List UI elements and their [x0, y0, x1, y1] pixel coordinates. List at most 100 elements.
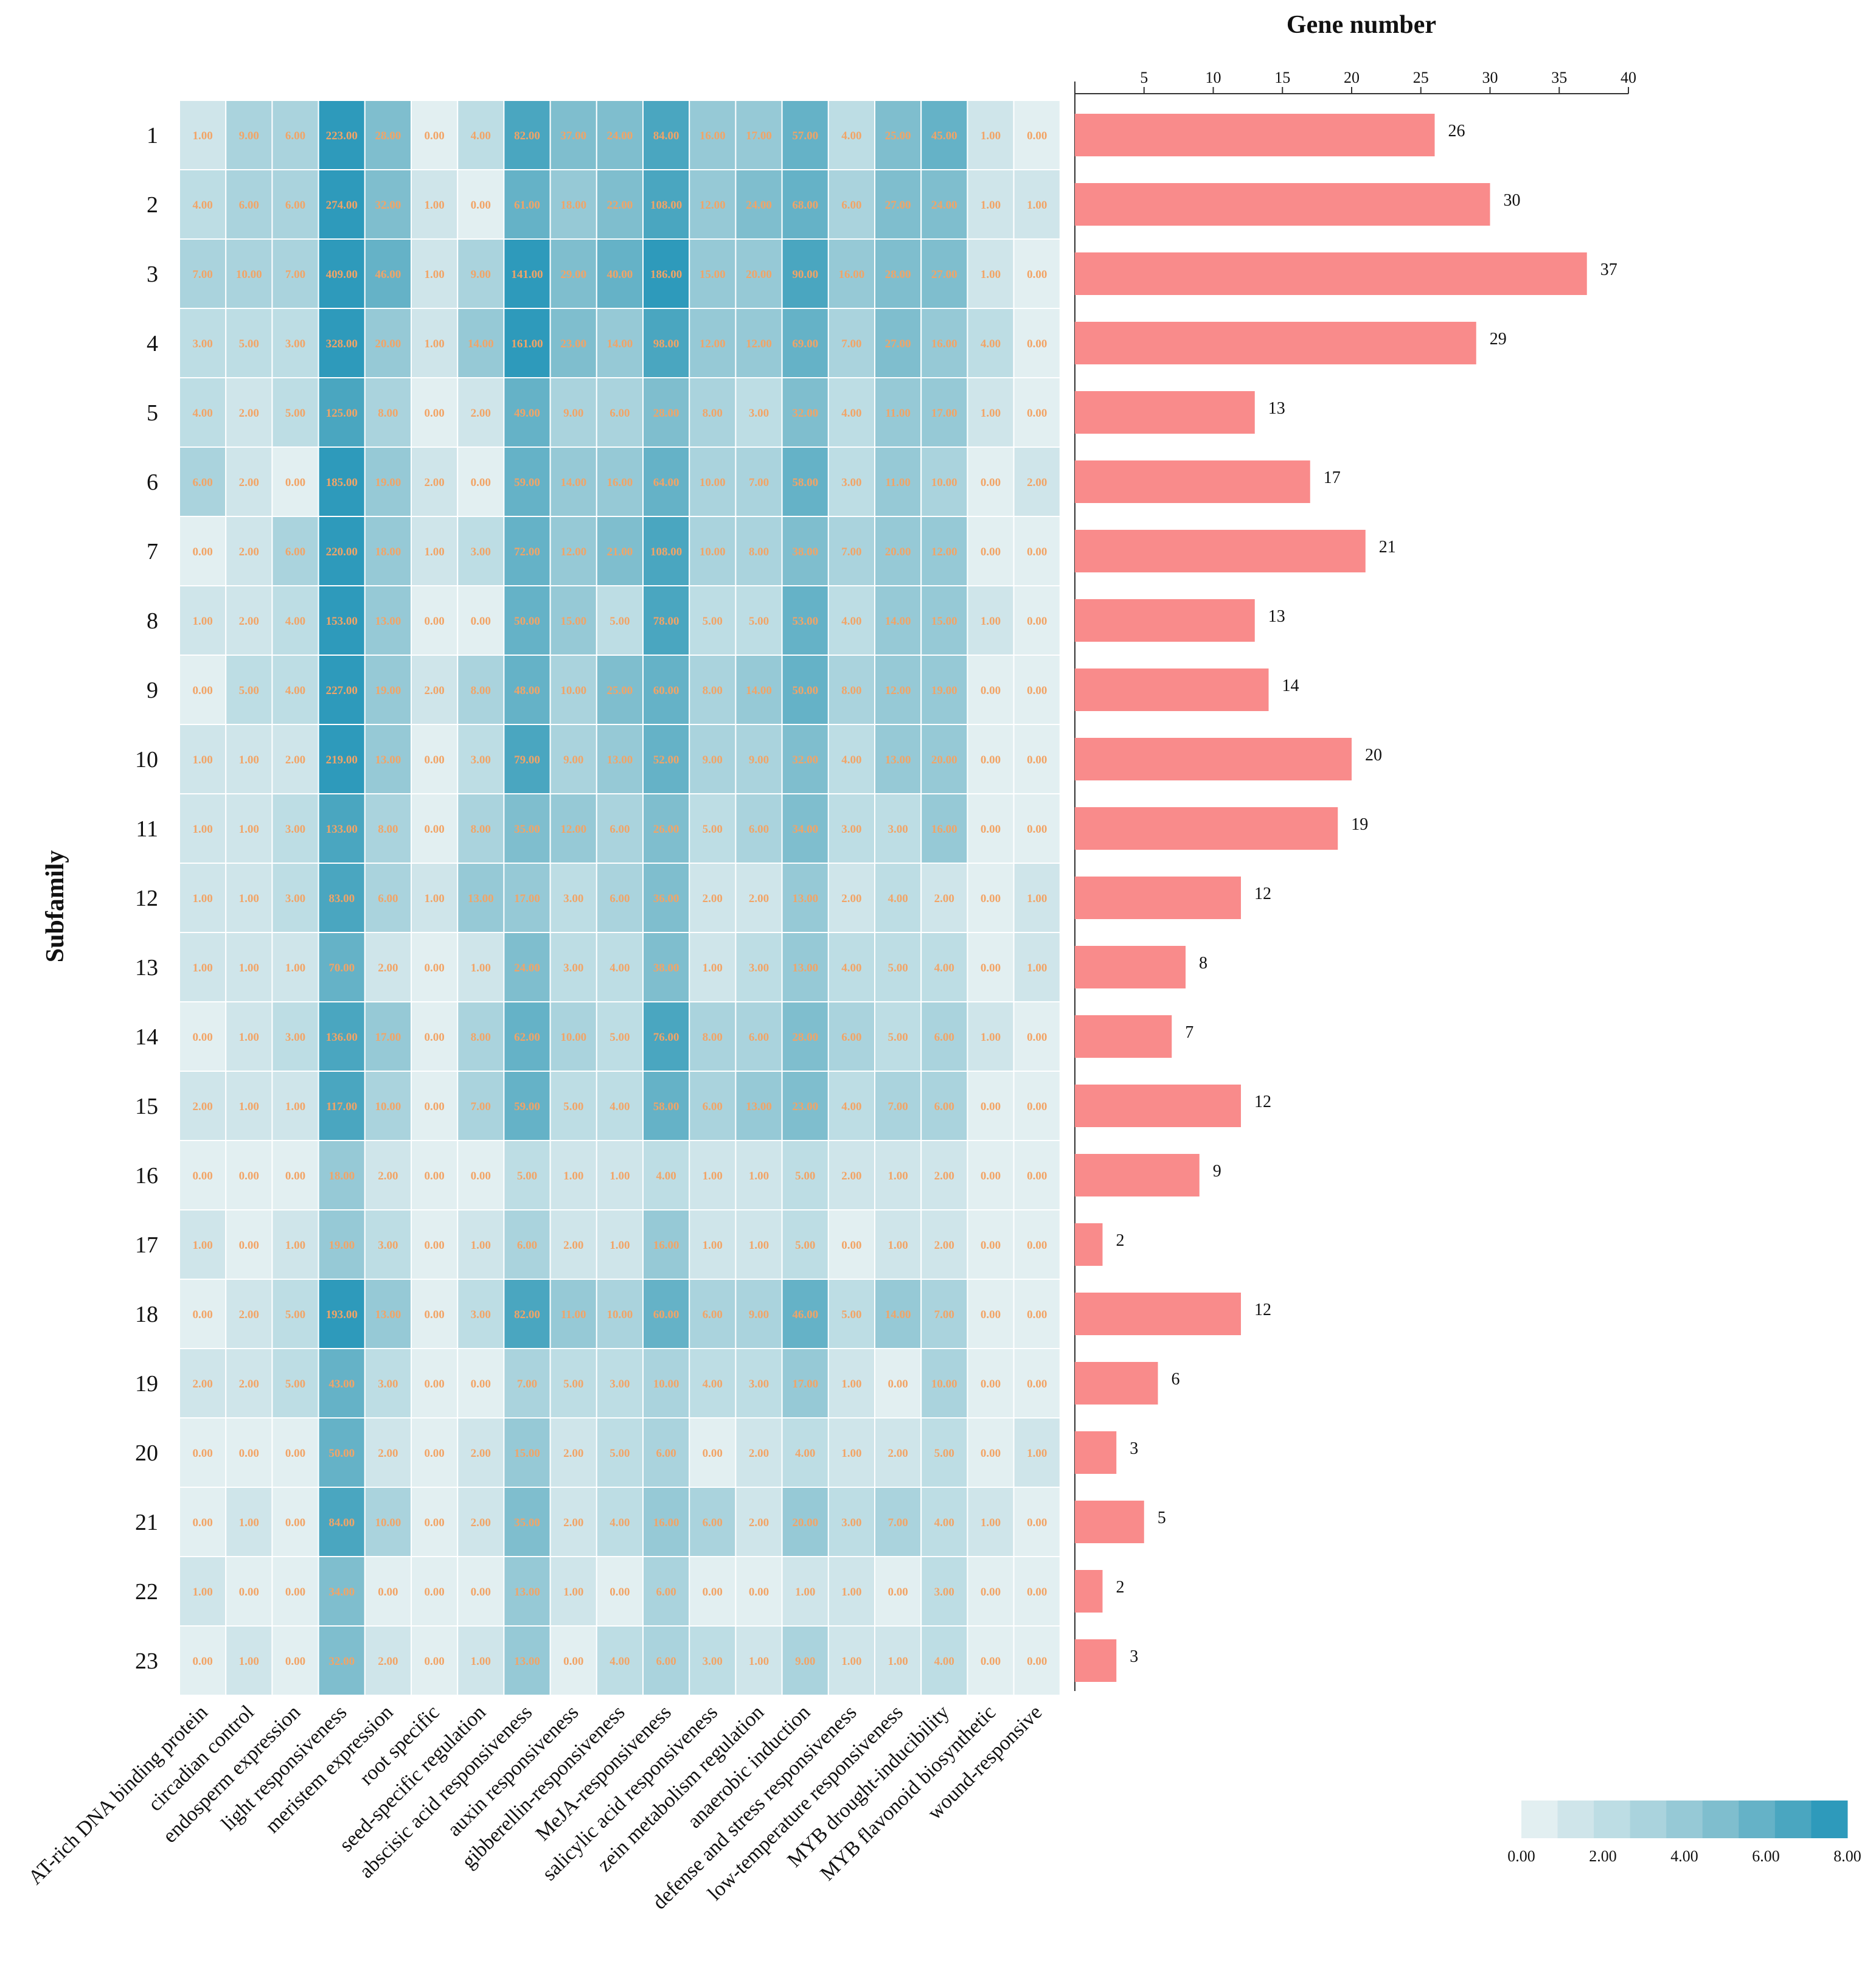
heatmap-cell-value: 2.00 [471, 407, 491, 420]
heatmap-cell [457, 238, 505, 309]
legend-swatch [1811, 1801, 1848, 1838]
heatmap-cell-value: 9.00 [703, 754, 723, 766]
heatmap-cell-value: 3.00 [934, 1586, 954, 1599]
bar-value-label: 30 [1504, 191, 1521, 210]
row-label: 6 [147, 470, 158, 495]
heatmap-cell-value: 2.00 [239, 615, 259, 628]
heatmap-cell [271, 655, 319, 725]
row-label: 19 [135, 1371, 158, 1397]
heatmap-cell-value: 20.00 [885, 546, 911, 558]
heatmap-cell-value: 57.00 [792, 130, 818, 142]
heatmap-cell-value: 6.00 [934, 1031, 954, 1044]
heatmap-cell-value: 2.00 [749, 1447, 769, 1460]
bar-x-axis-ticks: 5 10 15 20 25 30 35 40 [1140, 69, 1636, 94]
legend-tick-label: 8.00 [1833, 1847, 1861, 1865]
heatmap-cell-value: 16.00 [839, 268, 865, 281]
heatmap-cell-value: 34.00 [328, 1586, 355, 1599]
heatmap-cell-value: 7.00 [888, 1516, 908, 1529]
heatmap-cell-value: 28.00 [792, 1031, 818, 1044]
heatmap-cell-value: 0.00 [563, 1655, 583, 1668]
bar-value-label: 2 [1116, 1578, 1125, 1597]
heatmap-cell [549, 863, 597, 933]
heatmap-cell-value: 32.00 [792, 407, 818, 420]
heatmap-cell-value: 328.00 [326, 338, 358, 350]
heatmap-cell [271, 1001, 319, 1072]
heatmap-cell-value: 7.00 [285, 268, 305, 281]
heatmap-cell-value: 161.00 [511, 338, 543, 350]
heatmap-cell [781, 1487, 829, 1557]
heatmap-cell-value: 0.00 [471, 199, 491, 212]
bar-value-label: 13 [1268, 399, 1285, 418]
heatmap-cell-value: 1.00 [749, 1239, 769, 1252]
legend-swatch [1630, 1801, 1667, 1838]
heatmap-cell-value: 24.00 [931, 199, 957, 212]
bar-value-label: 20 [1365, 746, 1382, 765]
heatmap-cell [549, 932, 597, 1002]
heatmap-cell [503, 446, 551, 517]
heatmap-cell [967, 1348, 1015, 1419]
row-label: 5 [147, 400, 158, 426]
row-label: 7 [147, 539, 158, 564]
heatmap [179, 100, 1061, 1696]
heatmap-cell-value: 0.00 [424, 1378, 444, 1391]
heatmap-cell [457, 1487, 505, 1557]
heatmap-cell [689, 308, 737, 378]
heatmap-cell-value: 5.00 [285, 1378, 305, 1391]
heatmap-cell-value: 5.00 [795, 1239, 815, 1252]
heatmap-cell-value: 0.00 [841, 1239, 861, 1252]
heatmap-cell-value: 6.00 [239, 199, 259, 212]
heatmap-cell-value: 10.00 [236, 268, 262, 281]
bar-value-label: 19 [1351, 815, 1368, 834]
heatmap-cell [225, 377, 273, 448]
heatmap-cell [642, 932, 690, 1002]
heatmap-cell [596, 238, 644, 309]
heatmap-cell [781, 1001, 829, 1072]
heatmap-cell-value: 0.00 [1027, 1378, 1047, 1391]
heatmap-cell [411, 100, 459, 170]
heatmap-cell [411, 793, 459, 864]
heatmap-cell-value: 50.00 [792, 684, 818, 697]
heatmap-cell-value: 5.00 [517, 1170, 537, 1182]
heatmap-cell-value: 16.00 [607, 476, 633, 489]
heatmap-cell [318, 238, 366, 309]
heatmap-cell-value: 20.00 [746, 268, 772, 281]
heatmap-cell-value: 1.00 [192, 962, 212, 974]
heatmap-cell [364, 1001, 412, 1072]
heatmap-cell-value: 19.00 [931, 684, 957, 697]
heatmap-cell [920, 1487, 968, 1557]
bar [1075, 1501, 1144, 1543]
heatmap-cell [411, 1209, 459, 1280]
heatmap-cell-value: 227.00 [326, 684, 358, 697]
heatmap-cell-value: 1.00 [841, 1447, 861, 1460]
legend-swatch [1774, 1801, 1812, 1838]
heatmap-cell-value: 0.00 [981, 1447, 1001, 1460]
heatmap-cell-value: 0.00 [981, 1586, 1001, 1599]
heatmap-cell [503, 100, 551, 170]
heatmap-cell-value: 0.00 [981, 476, 1001, 489]
heatmap-cell [457, 724, 505, 794]
heatmap-cell [827, 1140, 876, 1210]
heatmap-cell-value: 11.00 [561, 1308, 586, 1321]
heatmap-cell [549, 1625, 597, 1696]
row-label: 11 [136, 816, 158, 842]
heatmap-cell-value: 0.00 [424, 1239, 444, 1252]
heatmap-cell [364, 793, 412, 864]
bar-value-label: 6 [1172, 1370, 1180, 1389]
heatmap-cell-value: 32.00 [375, 199, 401, 212]
heatmap-cell-value: 1.00 [1027, 1447, 1047, 1460]
bar-value-label: 7 [1185, 1023, 1193, 1042]
heatmap-cell-value: 1.00 [981, 268, 1001, 281]
bar [1075, 183, 1490, 226]
heatmap-cell-value: 2.00 [934, 1170, 954, 1182]
row-label: 15 [135, 1094, 158, 1119]
bar-value-label: 14 [1282, 676, 1299, 695]
heatmap-cell-value: 0.00 [703, 1586, 723, 1599]
bar-value-label: 3 [1130, 1647, 1138, 1666]
heatmap-cell-value: 90.00 [792, 268, 818, 281]
heatmap-cell-value: 5.00 [239, 684, 259, 697]
heatmap-cell [318, 932, 366, 1002]
heatmap-cell-value: 125.00 [326, 407, 358, 420]
heatmap-cell-value: 2.00 [424, 684, 444, 697]
heatmap-cell-value: 5.00 [888, 1031, 908, 1044]
